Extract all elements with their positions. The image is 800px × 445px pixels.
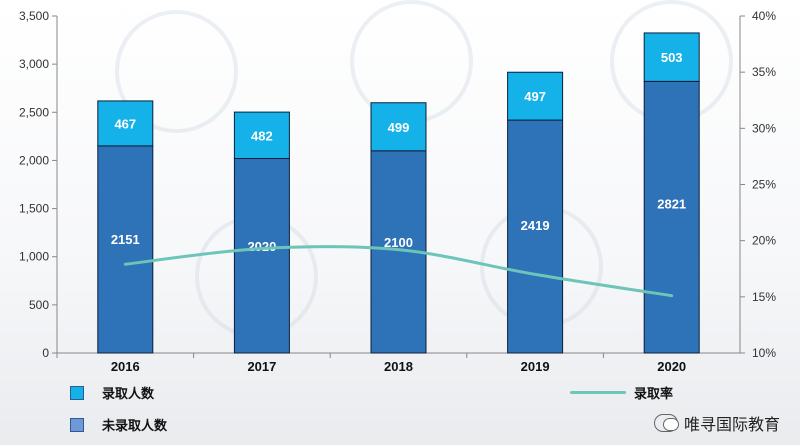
legend-rate-swatch bbox=[570, 391, 626, 394]
y-tick-label: 1,500 bbox=[19, 202, 49, 216]
bar-admitted bbox=[507, 71, 564, 121]
y-tick-label: 2,000 bbox=[19, 153, 49, 167]
x-tick-label: 2017 bbox=[247, 359, 276, 374]
x-tick-label: 2019 bbox=[521, 359, 550, 374]
bar-not-admitted-label: 2419 bbox=[521, 218, 550, 233]
bar-admitted bbox=[370, 102, 427, 152]
bar-admitted bbox=[233, 111, 290, 160]
bar-not-admitted bbox=[507, 119, 564, 354]
bar-admitted bbox=[97, 100, 154, 147]
x-tick-label: 2018 bbox=[384, 359, 413, 374]
bar-admitted-label: 497 bbox=[524, 89, 546, 104]
y-tick-label: 0 bbox=[42, 346, 49, 360]
wechat-icon bbox=[653, 414, 679, 432]
y-tick-label: 500 bbox=[29, 298, 49, 312]
y-tick-label: 2,500 bbox=[19, 105, 49, 119]
bar-admitted-label: 467 bbox=[114, 116, 136, 131]
legend-admitted: 录取人数 bbox=[70, 383, 154, 402]
x-tick-label: 2016 bbox=[111, 359, 140, 374]
y2-tick-label: 25% bbox=[752, 178, 776, 192]
y2-tick-label: 40% bbox=[752, 9, 776, 23]
bar-admitted-label: 499 bbox=[388, 120, 410, 135]
bar-admitted-label: 482 bbox=[251, 128, 273, 143]
legend-admitted-swatch bbox=[70, 385, 84, 400]
y2-tick-label: 35% bbox=[752, 65, 776, 79]
y-tick-label: 3,500 bbox=[19, 9, 49, 23]
bar-not-admitted bbox=[233, 158, 290, 354]
bar-not-admitted-label: 2821 bbox=[657, 197, 686, 212]
y-tick-label: 1,000 bbox=[19, 250, 49, 264]
legend-rate: 录取率 bbox=[570, 383, 673, 402]
y2-tick-label: 20% bbox=[752, 234, 776, 248]
legend-not-admitted: 未录取人数 bbox=[70, 415, 167, 434]
legend-not-admitted-label: 未录取人数 bbox=[102, 419, 168, 434]
legend-not-admitted-swatch bbox=[70, 417, 84, 432]
x-tick-label: 2020 bbox=[657, 359, 686, 374]
rate-line bbox=[123, 245, 674, 298]
legend-admitted-label: 录取人数 bbox=[102, 387, 155, 402]
y2-tick-label: 30% bbox=[752, 121, 776, 135]
bar-admitted bbox=[643, 32, 700, 82]
bar-not-admitted-label: 2100 bbox=[384, 235, 413, 250]
bar-not-admitted-label: 2151 bbox=[111, 232, 140, 247]
y2-tick-label: 10% bbox=[752, 346, 776, 360]
wechat-brand: 唯寻国际教育 bbox=[653, 411, 780, 435]
bar-admitted-label: 503 bbox=[661, 50, 683, 65]
wechat-label: 唯寻国际教育 bbox=[683, 415, 780, 434]
legend-rate-label: 录取率 bbox=[634, 387, 674, 402]
watermark-1 bbox=[115, 10, 238, 133]
y2-tick-label: 15% bbox=[752, 290, 776, 304]
y-tick-label: 3,000 bbox=[19, 57, 49, 71]
bar-not-admitted bbox=[643, 80, 700, 354]
bar-not-admitted bbox=[97, 145, 154, 354]
